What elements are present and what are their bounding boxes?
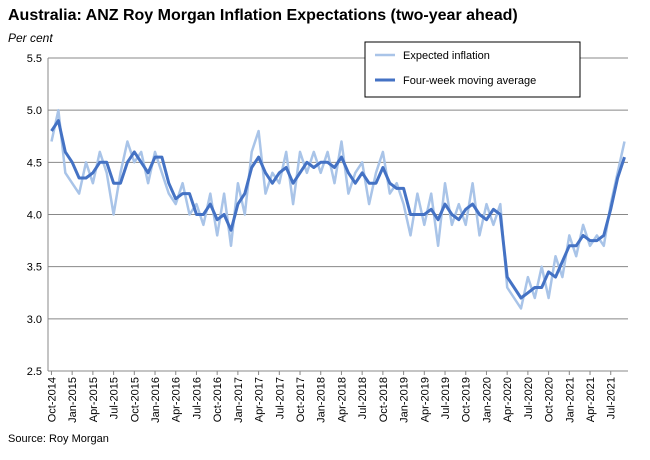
y-tick-label: 3.0: [27, 314, 42, 326]
x-tick-label: Jan-2021: [564, 377, 576, 423]
x-tick-label: Oct-2014: [46, 377, 58, 422]
x-tick-label: Jan-2016: [150, 377, 162, 423]
x-tick-label: Apr-2018: [336, 377, 348, 422]
x-tick-label: Oct-2017: [295, 377, 307, 422]
chart-title: Australia: ANZ Roy Morgan Inflation Expe…: [8, 7, 518, 24]
x-tick-label: Apr-2016: [171, 377, 183, 422]
x-tick-label: Jul-2015: [109, 377, 121, 419]
x-tick-label: Jul-2018: [357, 377, 369, 419]
x-tick-label: Apr-2020: [502, 377, 514, 422]
x-tick-label: Jul-2021: [606, 377, 618, 419]
x-tick-label: Apr-2017: [254, 377, 266, 422]
legend-box: [364, 41, 581, 98]
x-tick-label: Apr-2019: [419, 377, 431, 422]
y-tick-label: 5.0: [27, 105, 42, 117]
y-axis-label: Per cent: [8, 31, 53, 45]
y-tick-label: 4.0: [27, 210, 42, 222]
source: Source: Roy Morgan: [8, 433, 109, 445]
x-tick-label: Jan-2020: [481, 377, 493, 423]
legend-label: Four-week moving average: [403, 75, 536, 87]
x-tick-label: Jul-2017: [274, 377, 286, 419]
line-series: [50, 108, 626, 310]
y-tick-label: 4.5: [27, 157, 42, 169]
x-tick-label: Jul-2016: [191, 377, 203, 419]
x-tick-label: Oct-2018: [378, 377, 390, 422]
x-tick-label: Oct-2020: [544, 377, 556, 422]
x-tick-label: Apr-2015: [88, 377, 100, 422]
x-tick-label: Jul-2019: [440, 377, 452, 419]
x-tick-label: Jan-2015: [67, 377, 79, 423]
x-tick-label: Jan-2019: [399, 377, 411, 423]
x-tick-label: Oct-2019: [461, 377, 473, 422]
x-tick-label: Jan-2018: [316, 377, 328, 423]
y-tick-label: 2.5: [27, 366, 42, 378]
x-tick-label: Oct-2015: [129, 377, 141, 422]
x-tick-label: Jul-2020: [523, 377, 535, 419]
line-series: [50, 119, 626, 300]
y-tick-label: 3.5: [27, 262, 42, 274]
x-tick-label: Oct-2016: [212, 377, 224, 422]
x-tick-label: Jan-2017: [233, 377, 245, 423]
legend-label: Expected inflation: [403, 50, 490, 62]
x-tick-label: Apr-2021: [585, 377, 597, 422]
y-tick-label: 5.5: [27, 53, 42, 65]
